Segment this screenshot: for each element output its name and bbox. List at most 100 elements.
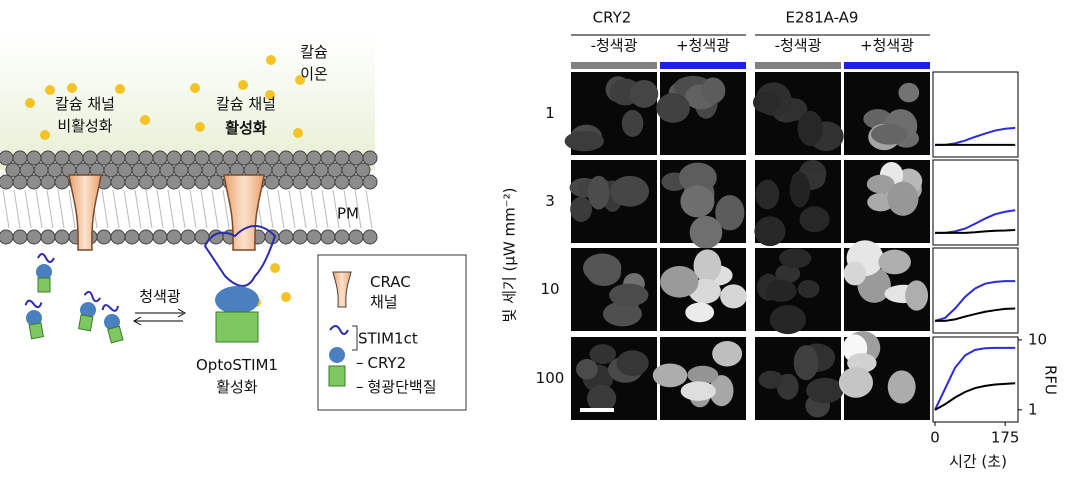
lipid-tail bbox=[310, 189, 318, 229]
cell bbox=[898, 82, 920, 103]
lipid-tail bbox=[200, 189, 208, 229]
y-tick-label: 1 bbox=[1028, 400, 1038, 418]
legend-cry bbox=[329, 347, 345, 363]
cell bbox=[678, 162, 717, 193]
lipid-head bbox=[320, 229, 336, 245]
plot-frame bbox=[932, 336, 1019, 423]
lipid-head bbox=[166, 229, 182, 245]
legend-crac: CRAC 채널 bbox=[370, 273, 411, 311]
stim1ct bbox=[83, 290, 102, 303]
condition-bar bbox=[844, 62, 930, 69]
cell bbox=[866, 174, 895, 194]
calcium-ion bbox=[238, 80, 248, 90]
lipid-head bbox=[40, 174, 56, 190]
lipid-tail bbox=[343, 189, 351, 229]
optostim1 bbox=[78, 290, 102, 332]
lipid-head bbox=[320, 174, 336, 190]
lipid-tail bbox=[2, 189, 10, 229]
cell bbox=[758, 370, 784, 389]
cluster bbox=[203, 225, 277, 287]
fp-cluster bbox=[215, 311, 259, 343]
cell bbox=[610, 175, 650, 207]
cell bbox=[720, 284, 747, 309]
cell bbox=[797, 279, 820, 298]
lipid-head bbox=[110, 229, 126, 245]
y-tick-label: 10 bbox=[1028, 330, 1047, 348]
cell bbox=[700, 77, 726, 104]
calcium-ion bbox=[40, 130, 50, 140]
calcium-ion bbox=[140, 115, 150, 125]
cell bbox=[789, 172, 811, 208]
lipid-tail bbox=[24, 189, 32, 229]
cell bbox=[878, 249, 911, 275]
cry2 bbox=[80, 302, 96, 318]
y-axis-title: RFU bbox=[1042, 365, 1060, 395]
legend-fp bbox=[328, 365, 346, 387]
lipid-tail bbox=[178, 189, 186, 229]
lipid-tail bbox=[134, 189, 142, 229]
cell bbox=[712, 340, 743, 367]
lipid-head bbox=[362, 174, 378, 190]
cell bbox=[793, 345, 819, 381]
lipid-head bbox=[152, 229, 168, 245]
lipid-head bbox=[180, 229, 196, 245]
cry2 bbox=[26, 310, 42, 326]
condition-label: -청색광 bbox=[591, 37, 638, 55]
lipid-head bbox=[110, 174, 126, 190]
plot-frame bbox=[932, 247, 1019, 334]
lipid-head bbox=[362, 150, 378, 166]
extracellular bbox=[0, 35, 375, 170]
lipid-tail bbox=[112, 189, 120, 229]
cell bbox=[680, 185, 715, 218]
lipid-head bbox=[152, 174, 168, 190]
cell bbox=[680, 381, 716, 401]
lipid-tail bbox=[123, 189, 131, 229]
condition-bar bbox=[571, 62, 657, 69]
condition-bar bbox=[755, 62, 841, 69]
lipid-tail bbox=[46, 189, 54, 229]
cell bbox=[799, 206, 830, 233]
cell bbox=[685, 302, 715, 323]
lipid-tail bbox=[68, 189, 76, 229]
cell bbox=[602, 301, 642, 327]
fluorescent-protein bbox=[107, 325, 124, 344]
lipid-tail bbox=[222, 189, 230, 229]
row-label: 100 bbox=[536, 369, 565, 387]
y-axis-label: 빛 세기 (μW mm⁻²) bbox=[501, 188, 519, 323]
condition-bar bbox=[660, 62, 746, 69]
lipid-head bbox=[0, 174, 14, 190]
legend-stim bbox=[329, 325, 349, 335]
lipid-head bbox=[54, 174, 70, 190]
cell bbox=[693, 249, 722, 283]
lipid-head bbox=[40, 229, 56, 245]
legend-cry-label: – CRY2 bbox=[356, 354, 406, 372]
fluorescent-protein bbox=[28, 322, 44, 340]
lipid-head bbox=[355, 162, 371, 178]
lipid-head bbox=[264, 174, 280, 190]
cell bbox=[843, 261, 867, 286]
lipid-head bbox=[348, 229, 364, 245]
imaging: CRY2 E281A-A9 빛 세기 (μW mm⁻²) -청색광 +청색광 -청색… bbox=[501, 9, 1060, 471]
lipid-head bbox=[208, 174, 224, 190]
cell bbox=[806, 377, 844, 404]
cell bbox=[765, 279, 797, 302]
lipid-tail bbox=[332, 189, 340, 229]
lipid-tail bbox=[277, 189, 285, 229]
lipid-head bbox=[194, 174, 210, 190]
cell bbox=[616, 350, 649, 376]
lipid-head bbox=[54, 229, 70, 245]
schematic: 칼슘 이온 칼슘 채널 비활성화 칼슘 채널 활성화 PM 청색광 OptoSTIM1… bbox=[55, 43, 467, 411]
cell bbox=[871, 124, 908, 145]
cell bbox=[576, 358, 598, 380]
calcium-ion bbox=[265, 90, 275, 100]
lipid-tail bbox=[321, 189, 329, 229]
cell bbox=[838, 367, 873, 398]
optostim1 bbox=[101, 304, 124, 344]
group-label: E281A-A9 bbox=[786, 9, 859, 27]
lipid-tail bbox=[288, 189, 296, 229]
cell bbox=[621, 109, 644, 137]
cell bbox=[709, 375, 734, 407]
scale-bar bbox=[580, 408, 614, 412]
cry2 bbox=[36, 264, 52, 280]
cell bbox=[656, 93, 690, 123]
